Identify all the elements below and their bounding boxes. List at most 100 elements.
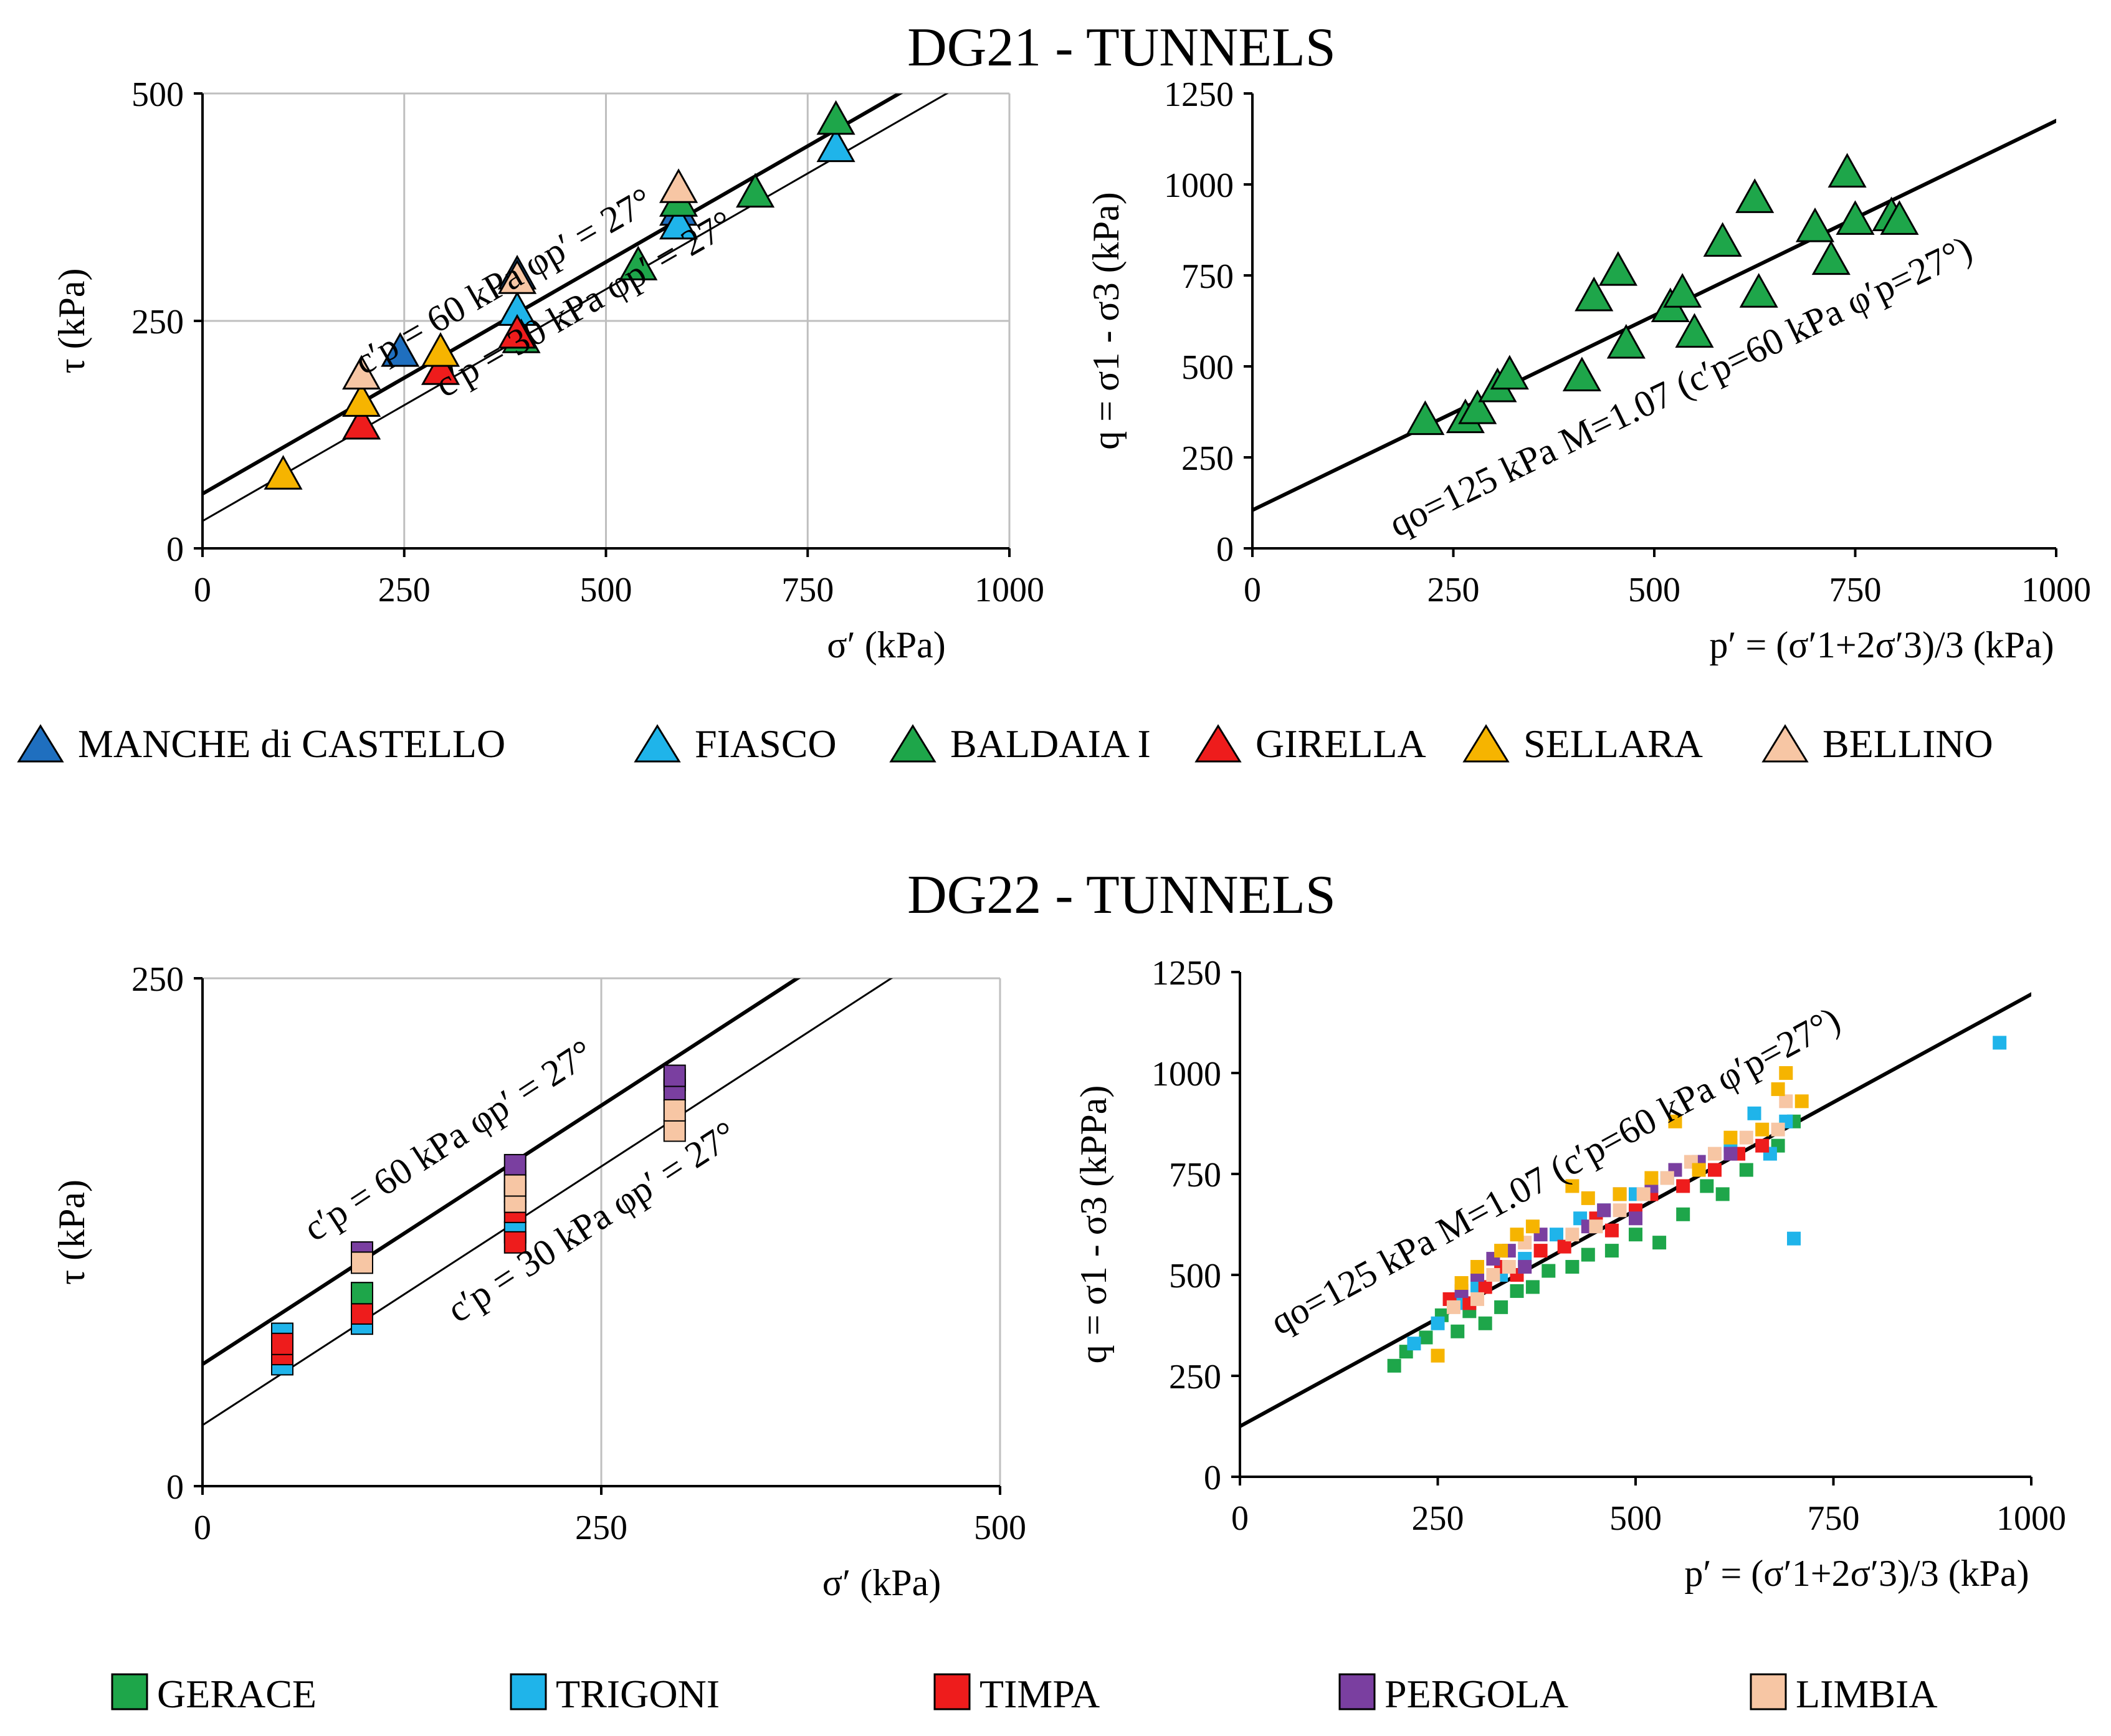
data-point [1771, 1122, 1785, 1137]
fit-line [203, 93, 903, 496]
x-tick-label: 0 [1231, 1499, 1249, 1538]
data-point [1739, 1163, 1753, 1177]
legend-label: LIMBIA [1796, 1672, 1938, 1716]
data-point [1575, 276, 1614, 312]
data-point [1565, 1260, 1580, 1274]
data-point [1525, 1219, 1540, 1234]
y-tick-label: 750 [1169, 1156, 1221, 1195]
data-point [1451, 1324, 1465, 1338]
data-point [1470, 1260, 1484, 1274]
data-point [1550, 1228, 1563, 1242]
data-point [1708, 1163, 1722, 1177]
data-point [1880, 200, 1919, 235]
data-point [351, 1251, 373, 1274]
data-point [1490, 355, 1529, 390]
annotation-q: qo=125 kPa M=1.07 (c′p=60 kPa φ′p=27°) [1264, 999, 1847, 1343]
x-tick-label: 1000 [974, 571, 1044, 609]
y-tick-label: 250 [131, 303, 184, 341]
data-point [1771, 1082, 1785, 1096]
data-point [1795, 207, 1835, 242]
data-point [659, 168, 698, 203]
data-point [1723, 1130, 1738, 1145]
data-point [1636, 1187, 1651, 1201]
x-tick-label: 1000 [2021, 571, 2091, 609]
data-point [381, 332, 420, 367]
data-point [1827, 153, 1867, 188]
data-point [1604, 1223, 1619, 1238]
legend-marker [17, 724, 64, 763]
legend-label: TRIGONI [556, 1672, 720, 1716]
x-tick-label: 0 [194, 571, 211, 609]
data-point [663, 1099, 686, 1122]
data-point [1629, 1228, 1642, 1242]
chart-dg22-q: 0 250 500 750 1000 0 250 500 750 1000 1250 p′ = (σ′… [1073, 954, 2066, 1594]
data-point [659, 204, 698, 240]
data-point [342, 404, 381, 440]
x-tick-label: 250 [1427, 571, 1480, 609]
data-point [1613, 1187, 1627, 1201]
data-point [816, 127, 855, 163]
x-tick-label: 500 [974, 1509, 1026, 1547]
data-point [421, 350, 460, 385]
data-point [1668, 1114, 1682, 1128]
x-tick-label: 1000 [1996, 1499, 2066, 1538]
data-point [1387, 1358, 1401, 1373]
legend-marker [111, 1673, 148, 1710]
x-tick-label: 0 [1244, 571, 1261, 609]
data-point [1675, 313, 1714, 348]
data-point [1470, 1292, 1484, 1306]
data-point [1629, 1211, 1642, 1226]
x-tick-label: 250 [575, 1509, 627, 1547]
legend-marker [1761, 724, 1809, 763]
data-point [663, 1064, 686, 1087]
data-point [1446, 1300, 1461, 1314]
data-point [1836, 200, 1875, 235]
x-tick-label: 750 [1808, 1499, 1860, 1538]
data-point [497, 313, 537, 349]
y-axis-label: q = σ1 - σ3 (kPa) [1085, 192, 1127, 449]
data-point [1794, 1094, 1809, 1109]
title-dg22: DG22 - TUNNELS [907, 865, 1336, 925]
data-point [1431, 1348, 1445, 1363]
y-tick-label: 500 [131, 75, 184, 114]
data-point [1431, 1316, 1445, 1330]
y-tick-label: 0 [166, 530, 184, 569]
data-point [1589, 1219, 1603, 1234]
legend-marker [889, 724, 936, 763]
data-point [1787, 1231, 1801, 1246]
data-point [1494, 1244, 1508, 1258]
legend-marker [1462, 724, 1510, 763]
y-tick-label: 250 [1169, 1358, 1221, 1396]
data-point [1565, 1228, 1580, 1242]
data-point [1581, 1191, 1595, 1205]
chart-dg21-q: 0 250 500 750 1000 0 250 500 750 1000 1250 p′ = (σ′… [1085, 75, 2091, 665]
x-axis-label: σ′ (kPa) [822, 1562, 941, 1603]
x-axis-label: p′ = (σ′1+2σ′3)/3 (kPa) [1709, 624, 2054, 665]
x-axis-label: σ′ (kPa) [827, 624, 945, 665]
data-point [1458, 389, 1497, 424]
legend-label: GIRELLA [1256, 722, 1426, 766]
data-point [1598, 251, 1638, 286]
data-point [1755, 1122, 1770, 1137]
data-point [351, 1302, 373, 1325]
data-point [1703, 222, 1742, 257]
data-point [1494, 1300, 1508, 1314]
x-tick-label: 500 [1609, 1499, 1662, 1538]
y-tick-label: 250 [1181, 439, 1234, 478]
data-point [1993, 1036, 2007, 1050]
legend-marker [1750, 1673, 1787, 1710]
data-point [342, 355, 381, 390]
data-point [1518, 1260, 1532, 1274]
legend-marker [933, 1673, 971, 1710]
x-tick-label: 250 [378, 571, 431, 609]
data-point [264, 455, 303, 490]
data-point [1692, 1163, 1706, 1177]
legend-dg21: MANCHE di CASTELLO FIASCO BALDAIA I GIRELLA… [17, 722, 1993, 766]
y-tick-label: 0 [1216, 530, 1234, 569]
data-point [342, 382, 381, 417]
data-point [1510, 1284, 1524, 1298]
data-point [1407, 1337, 1421, 1351]
data-point [1542, 1264, 1556, 1278]
data-point [1652, 1236, 1667, 1250]
